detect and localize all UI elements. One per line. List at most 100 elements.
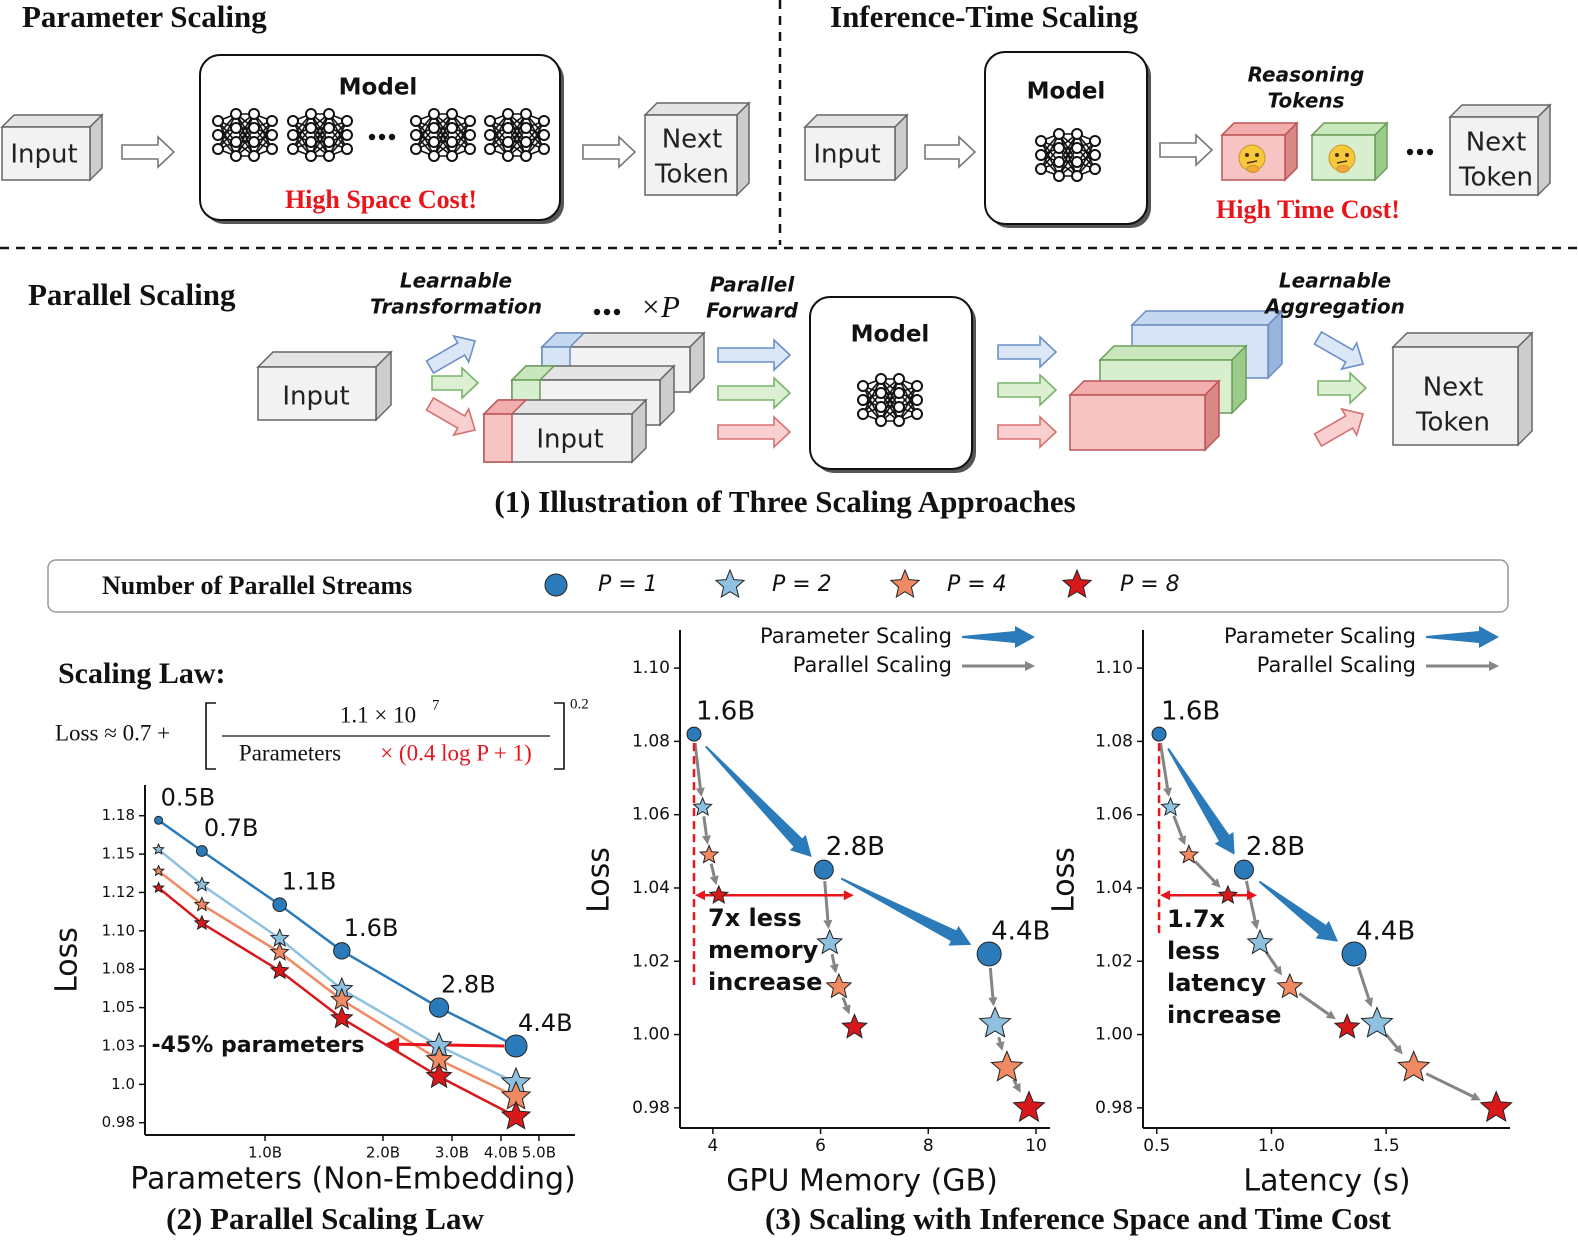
nn-node [230,108,242,120]
marker [272,897,287,913]
copies-label: ×P [640,289,680,324]
y-tick-label: 1.10 [632,658,670,678]
y-tick-label: 1.04 [632,878,670,898]
series-line [157,819,517,1048]
caption: (3) Scaling with Inference Space and Tim… [765,1201,1392,1236]
y-tick-label: 1.03 [102,1036,135,1054]
marker [1341,941,1367,967]
point-label: 0.5B [161,783,216,811]
nn-node [875,373,887,385]
box-top [1448,104,1552,118]
nn-node [1053,170,1065,182]
nn-node [893,387,905,399]
tokens-label: Tokens [1267,89,1344,113]
x-tick-label: 1.0B [248,1144,282,1162]
series-line [157,886,517,1118]
legend-label: P = 4 [947,572,1007,597]
nn-node [341,115,353,127]
y-axis-label: Loss [1047,847,1082,913]
parallel-arrow-head [829,963,839,974]
parallel-arrow [841,997,848,1007]
emoji-hand [1336,165,1350,173]
flow-arrow [924,135,977,169]
y-tick-label: 1.10 [102,921,135,939]
decoration [0,51,1552,473]
nn-edge [862,378,882,415]
nn-node [287,115,299,127]
box-label: Token [1415,408,1490,438]
nn-node [212,115,224,127]
step-label: Learnable [1279,269,1391,293]
y-tick-label: 1.10 [1095,658,1133,678]
annotation-arrow-head [1246,890,1257,901]
marker [154,815,164,825]
parallel-arrow [997,1036,1002,1043]
marker [1397,1049,1431,1082]
nn-node [857,394,869,406]
nn-edge [489,113,509,150]
point-label: 1.6B [696,697,755,727]
nn-edge [433,113,453,157]
scaling-arrow [1258,880,1339,942]
flow-arrow [717,338,792,372]
marker [813,859,834,880]
y-tick-label: 0.98 [102,1113,135,1131]
nn-node [484,129,496,141]
box-label: Token [654,160,729,190]
model-box [984,51,1148,225]
nn-node [248,108,260,120]
nn-node [520,122,532,134]
formula-text: 0.2 [570,696,589,712]
marker [1217,884,1239,905]
annotation: increase [708,968,822,996]
annotation-arrow-head [695,890,706,901]
nn-edge [235,113,255,157]
annotation: memory [708,936,819,964]
marker [1233,859,1254,880]
legend-label: Parallel Scaling [1257,653,1416,677]
flow-arrow [717,376,792,410]
parallel-arrow [1158,742,1169,789]
box-top [256,351,393,368]
marker [714,568,746,599]
y-tick-label: 1.15 [102,845,135,863]
nn-node [248,122,260,134]
emoji-mouth [1246,160,1258,164]
parallel-arrow-head [1273,965,1283,976]
parallel-arrow-head [988,997,998,1007]
parallel-arrow-head [1211,878,1221,888]
nn-node [520,150,532,162]
nn-node [857,380,869,392]
nn-node [464,115,476,127]
annotation-arrow [398,1042,505,1048]
nn-node [305,150,317,162]
box-label: Input [813,140,880,170]
nn-node [212,129,224,141]
nn-node [502,136,514,148]
flow-arrow [1317,371,1368,405]
series-line [157,848,517,1084]
parallel-arrow-head [842,1004,851,1015]
nn-node [520,136,532,148]
nn-node [266,143,278,155]
nn-node [341,143,353,155]
nn-node [230,136,242,148]
nn-node [230,150,242,162]
flow-arrow [997,415,1058,449]
nn-node [464,143,476,155]
nn-node [305,136,317,148]
parallel-arrow [1012,1079,1018,1086]
marker [195,845,208,857]
formula-text: 1.1 × 10 [340,702,416,727]
y-tick-label: 1.08 [102,960,135,978]
nn-edge [328,120,348,157]
nn-edge [217,113,237,150]
point-label: 1.6B [344,914,399,942]
x-tick-label: 3.0B [435,1144,469,1162]
nn-node [428,122,440,134]
nn-node [911,408,923,420]
scaling-arrow [962,626,1035,648]
marker [1246,928,1274,955]
nn-node [287,129,299,141]
emoji-mouth [1336,160,1348,164]
